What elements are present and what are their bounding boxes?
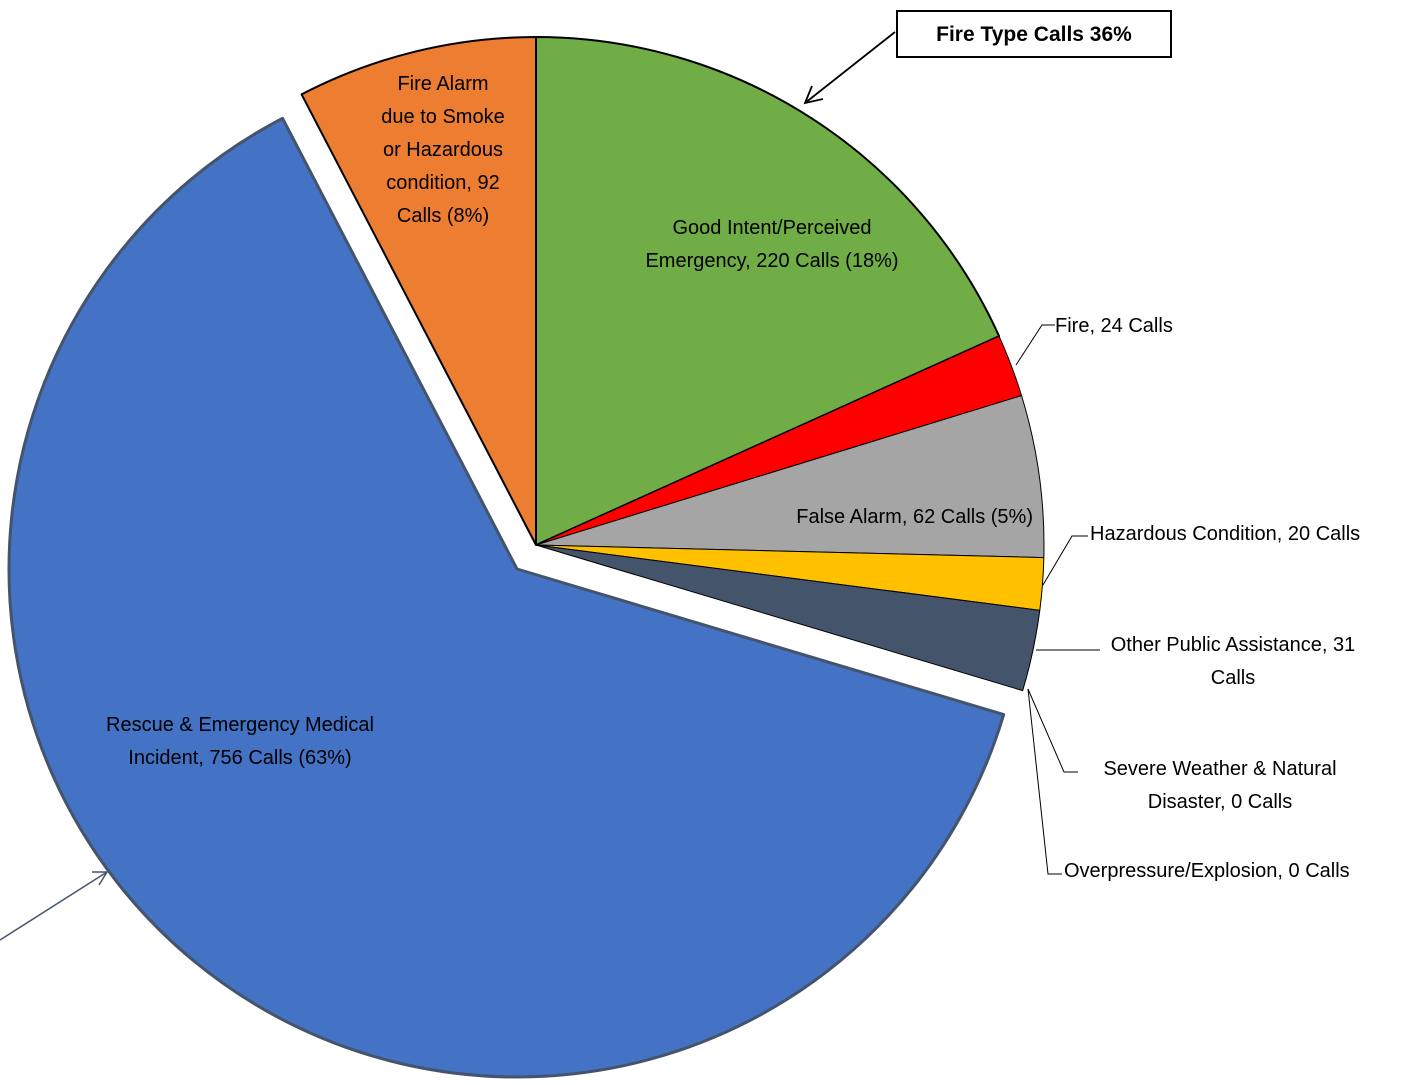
slice-label-line: due to Smoke — [381, 106, 504, 128]
slice-label-line: Other Public Assistance, 31 — [1111, 634, 1356, 656]
callout-arrow — [804, 31, 896, 104]
slice-label-line: Calls — [1211, 667, 1255, 689]
slice-label-fire: Fire, 24 Calls — [1055, 315, 1173, 337]
slice-label-line: Hazardous Condition, 20 Calls — [1090, 523, 1360, 545]
pie-slice-false-alarm — [535, 395, 1045, 559]
callout-box — [896, 10, 1172, 58]
slice-label-severe-weather-natural-disaster: Severe Weather & Natural Disaster, 0 Call… — [1103, 758, 1336, 813]
callout-arrowhead — [803, 85, 824, 105]
slice-label-line: Disaster, 0 Calls — [1148, 791, 1293, 813]
slice-label-line: False Alarm, 62 Calls (5%) — [796, 506, 1033, 528]
leader-lines — [1015, 324, 1100, 875]
fire-type-callout: Fire Type Calls 36% — [0, 10, 1172, 941]
slice-label-line: Rescue & Emergency Medical — [106, 714, 374, 736]
leader-line-hazardous-condition — [1042, 535, 1088, 586]
slice-label-line: condition, 92 — [386, 172, 499, 194]
slice-label-line: Good Intent/Perceived — [672, 217, 871, 239]
leader-line-severe-weather-natural-disaster — [1027, 688, 1078, 773]
callout-text: Fire Type Calls 36% — [936, 23, 1132, 46]
rescue-arrow — [0, 871, 108, 941]
pie-slice-fire-alarm-due-to-smoke-or-hazardous-condition — [300, 36, 537, 546]
slice-label-line: Fire Alarm — [397, 73, 488, 95]
slice-labels: Good Intent/Perceived Emergency, 220 Call… — [106, 73, 1360, 882]
slice-label-good-intent-perceived-emergency: Good Intent/Perceived Emergency, 220 Call… — [645, 217, 898, 272]
slice-label-line: Overpressure/Explosion, 0 Calls — [1064, 860, 1350, 882]
leader-line-fire — [1015, 324, 1055, 366]
slice-label-hazardous-condition: Hazardous Condition, 20 Calls — [1090, 523, 1360, 545]
pie-slice-rescue-emergency-medical-incident — [7, 116, 1006, 1079]
leader-line-overpressure-explosion — [1027, 688, 1062, 875]
slice-label-line: or Hazardous — [383, 139, 503, 161]
slice-label-other-public-assistance: Other Public Assistance, 31 Calls — [1111, 634, 1356, 689]
slice-label-line: Fire, 24 Calls — [1055, 315, 1173, 337]
slice-label-line: Calls (8%) — [397, 205, 489, 227]
slice-label-line: Emergency, 220 Calls (18%) — [645, 250, 898, 272]
slice-label-false-alarm: False Alarm, 62 Calls (5%) — [796, 506, 1033, 528]
slice-label-overpressure-explosion: Overpressure/Explosion, 0 Calls — [1064, 860, 1350, 882]
slice-label-line: Incident, 756 Calls (63%) — [128, 747, 351, 769]
slice-label-rescue-emergency-medical-incident: Rescue & Emergency Medical Incident, 756 … — [106, 714, 374, 769]
pie-slices — [7, 36, 1045, 1079]
rescue-arrowhead — [92, 871, 109, 886]
pie-slice-other-public-assistance — [535, 544, 1041, 692]
slice-label-line: Severe Weather & Natural — [1103, 758, 1336, 780]
slice-label-fire-alarm-due-to-smoke-or-hazardous-condition: Fire Alarm due to Smoke or Hazardous condit… — [381, 73, 504, 227]
pie-slice-good-intent-perceived-emergency — [535, 36, 1001, 546]
